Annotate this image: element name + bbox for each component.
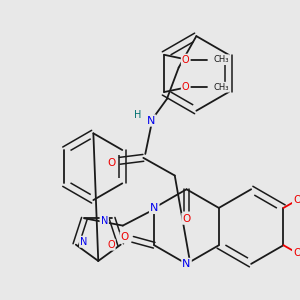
Text: N: N bbox=[182, 259, 191, 269]
Text: O: O bbox=[108, 158, 116, 168]
Text: O: O bbox=[293, 248, 300, 258]
Text: O: O bbox=[182, 82, 190, 92]
Text: N: N bbox=[100, 216, 108, 226]
Text: O: O bbox=[293, 195, 300, 205]
Text: N: N bbox=[150, 203, 158, 213]
Text: N: N bbox=[147, 116, 155, 125]
Text: O: O bbox=[182, 55, 190, 65]
Text: CH₃: CH₃ bbox=[213, 55, 229, 64]
Text: N: N bbox=[80, 237, 87, 247]
Text: CH₃: CH₃ bbox=[213, 83, 229, 92]
Text: O: O bbox=[121, 232, 129, 242]
Text: O: O bbox=[182, 214, 191, 224]
Text: O: O bbox=[107, 240, 115, 250]
Text: H: H bbox=[134, 110, 141, 120]
